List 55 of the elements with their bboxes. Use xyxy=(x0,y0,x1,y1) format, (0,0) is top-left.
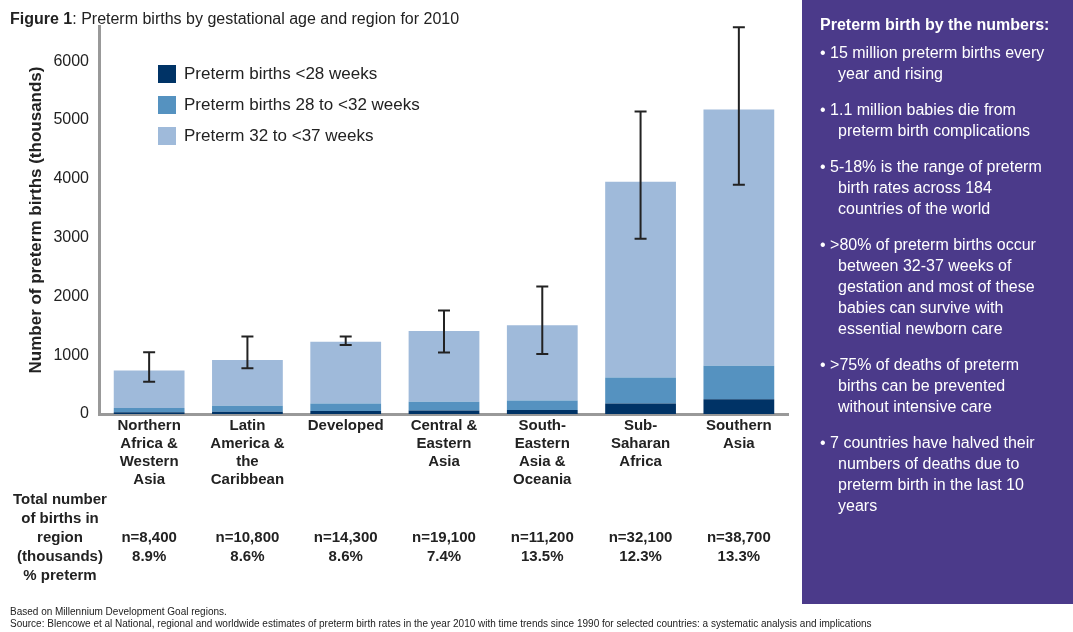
text: Based on Millennium Development Goal regions. xyxy=(10,606,227,617)
x-tick-label: Latin America & the Caribbean xyxy=(210,416,285,488)
source-note: Source: Blencowe et al National, regional and worldwide estimates of preterm birth rates in the year 2010 with time trends since 1990 for selected countries: a systematic analysis and implications xyxy=(10,618,872,629)
bar xyxy=(408,331,480,402)
bar xyxy=(212,405,283,412)
text: n=11,200 13.5% xyxy=(510,528,574,565)
x-tick-label: Southern Asia xyxy=(705,416,772,452)
y-tick-label: 1000 xyxy=(53,345,90,363)
bar xyxy=(408,401,480,411)
bar xyxy=(605,403,676,414)
bar xyxy=(310,411,382,414)
text: n=32,100 12.3% xyxy=(608,528,673,565)
x-tick-label: Central & Eastern Asia xyxy=(410,416,478,470)
bar xyxy=(506,325,578,401)
text: • >80% of preterm births occur between 32-37 weeks of gestation and most of these babies can survive with essential newborn care xyxy=(820,235,1037,339)
text: • 1.1 million babies die from preterm birth complications xyxy=(820,100,1032,141)
bar xyxy=(506,409,578,414)
x-tick-label: Northern Africa & Western Asia xyxy=(117,416,181,488)
legend-label: Preterm births 28 to <32 weeks xyxy=(183,93,420,116)
text: • 15 million preterm births every year and rising xyxy=(820,43,1046,84)
legend-label: Preterm births <28 weeks xyxy=(183,62,379,85)
bar xyxy=(703,399,775,414)
text: • 5-18% is the range of preterm birth rates across 184 countries of the world xyxy=(820,157,1043,219)
text: n=14,300 8.6% xyxy=(313,528,378,565)
bar xyxy=(605,181,676,378)
chart-title: Figure 1: Preterm births by gestational age and region for 2010 xyxy=(10,10,460,28)
text: n=38,700 13.3% xyxy=(706,528,771,565)
text: n=19,100 7.4% xyxy=(412,528,476,565)
y-tick-label: 4000 xyxy=(53,169,90,187)
bar xyxy=(506,400,578,410)
text: Total number of births in region (thousands) % preterm xyxy=(13,490,108,584)
bar xyxy=(310,403,382,412)
text: n=10,800 8.6% xyxy=(215,528,280,565)
bar xyxy=(113,370,185,409)
y-tick-label: 5000 xyxy=(53,110,90,128)
x-tick-label: South-Eastern Asia & Oceania xyxy=(513,416,573,488)
text: • 7 countries have halved their numbers of deaths due to preterm birth in the last 10 years xyxy=(820,433,1036,516)
x-tick-label: Developed xyxy=(307,416,384,434)
bar xyxy=(310,341,382,404)
bar xyxy=(212,359,283,406)
text: Preterm birth by the numbers: xyxy=(820,15,1051,35)
y-tick-label: 6000 xyxy=(53,51,90,69)
legend-label: Preterm 32 to <37 weeks xyxy=(183,124,375,147)
bar xyxy=(408,410,480,414)
bar xyxy=(605,377,676,404)
x-tick-label: Sub-Saharan Africa xyxy=(610,416,671,470)
bar xyxy=(703,365,775,400)
y-tick-label: 0 xyxy=(80,404,90,422)
bar xyxy=(113,408,185,413)
y-axis-title: Number of preterm births (thousands) xyxy=(25,66,45,374)
text: n=8,400 8.9% xyxy=(121,528,177,565)
text: • >75% of deaths of preterm births can be prevented without intensive care xyxy=(820,355,1021,417)
y-tick-label: 3000 xyxy=(53,228,90,246)
bar xyxy=(703,109,775,366)
y-tick-label: 2000 xyxy=(53,286,90,304)
